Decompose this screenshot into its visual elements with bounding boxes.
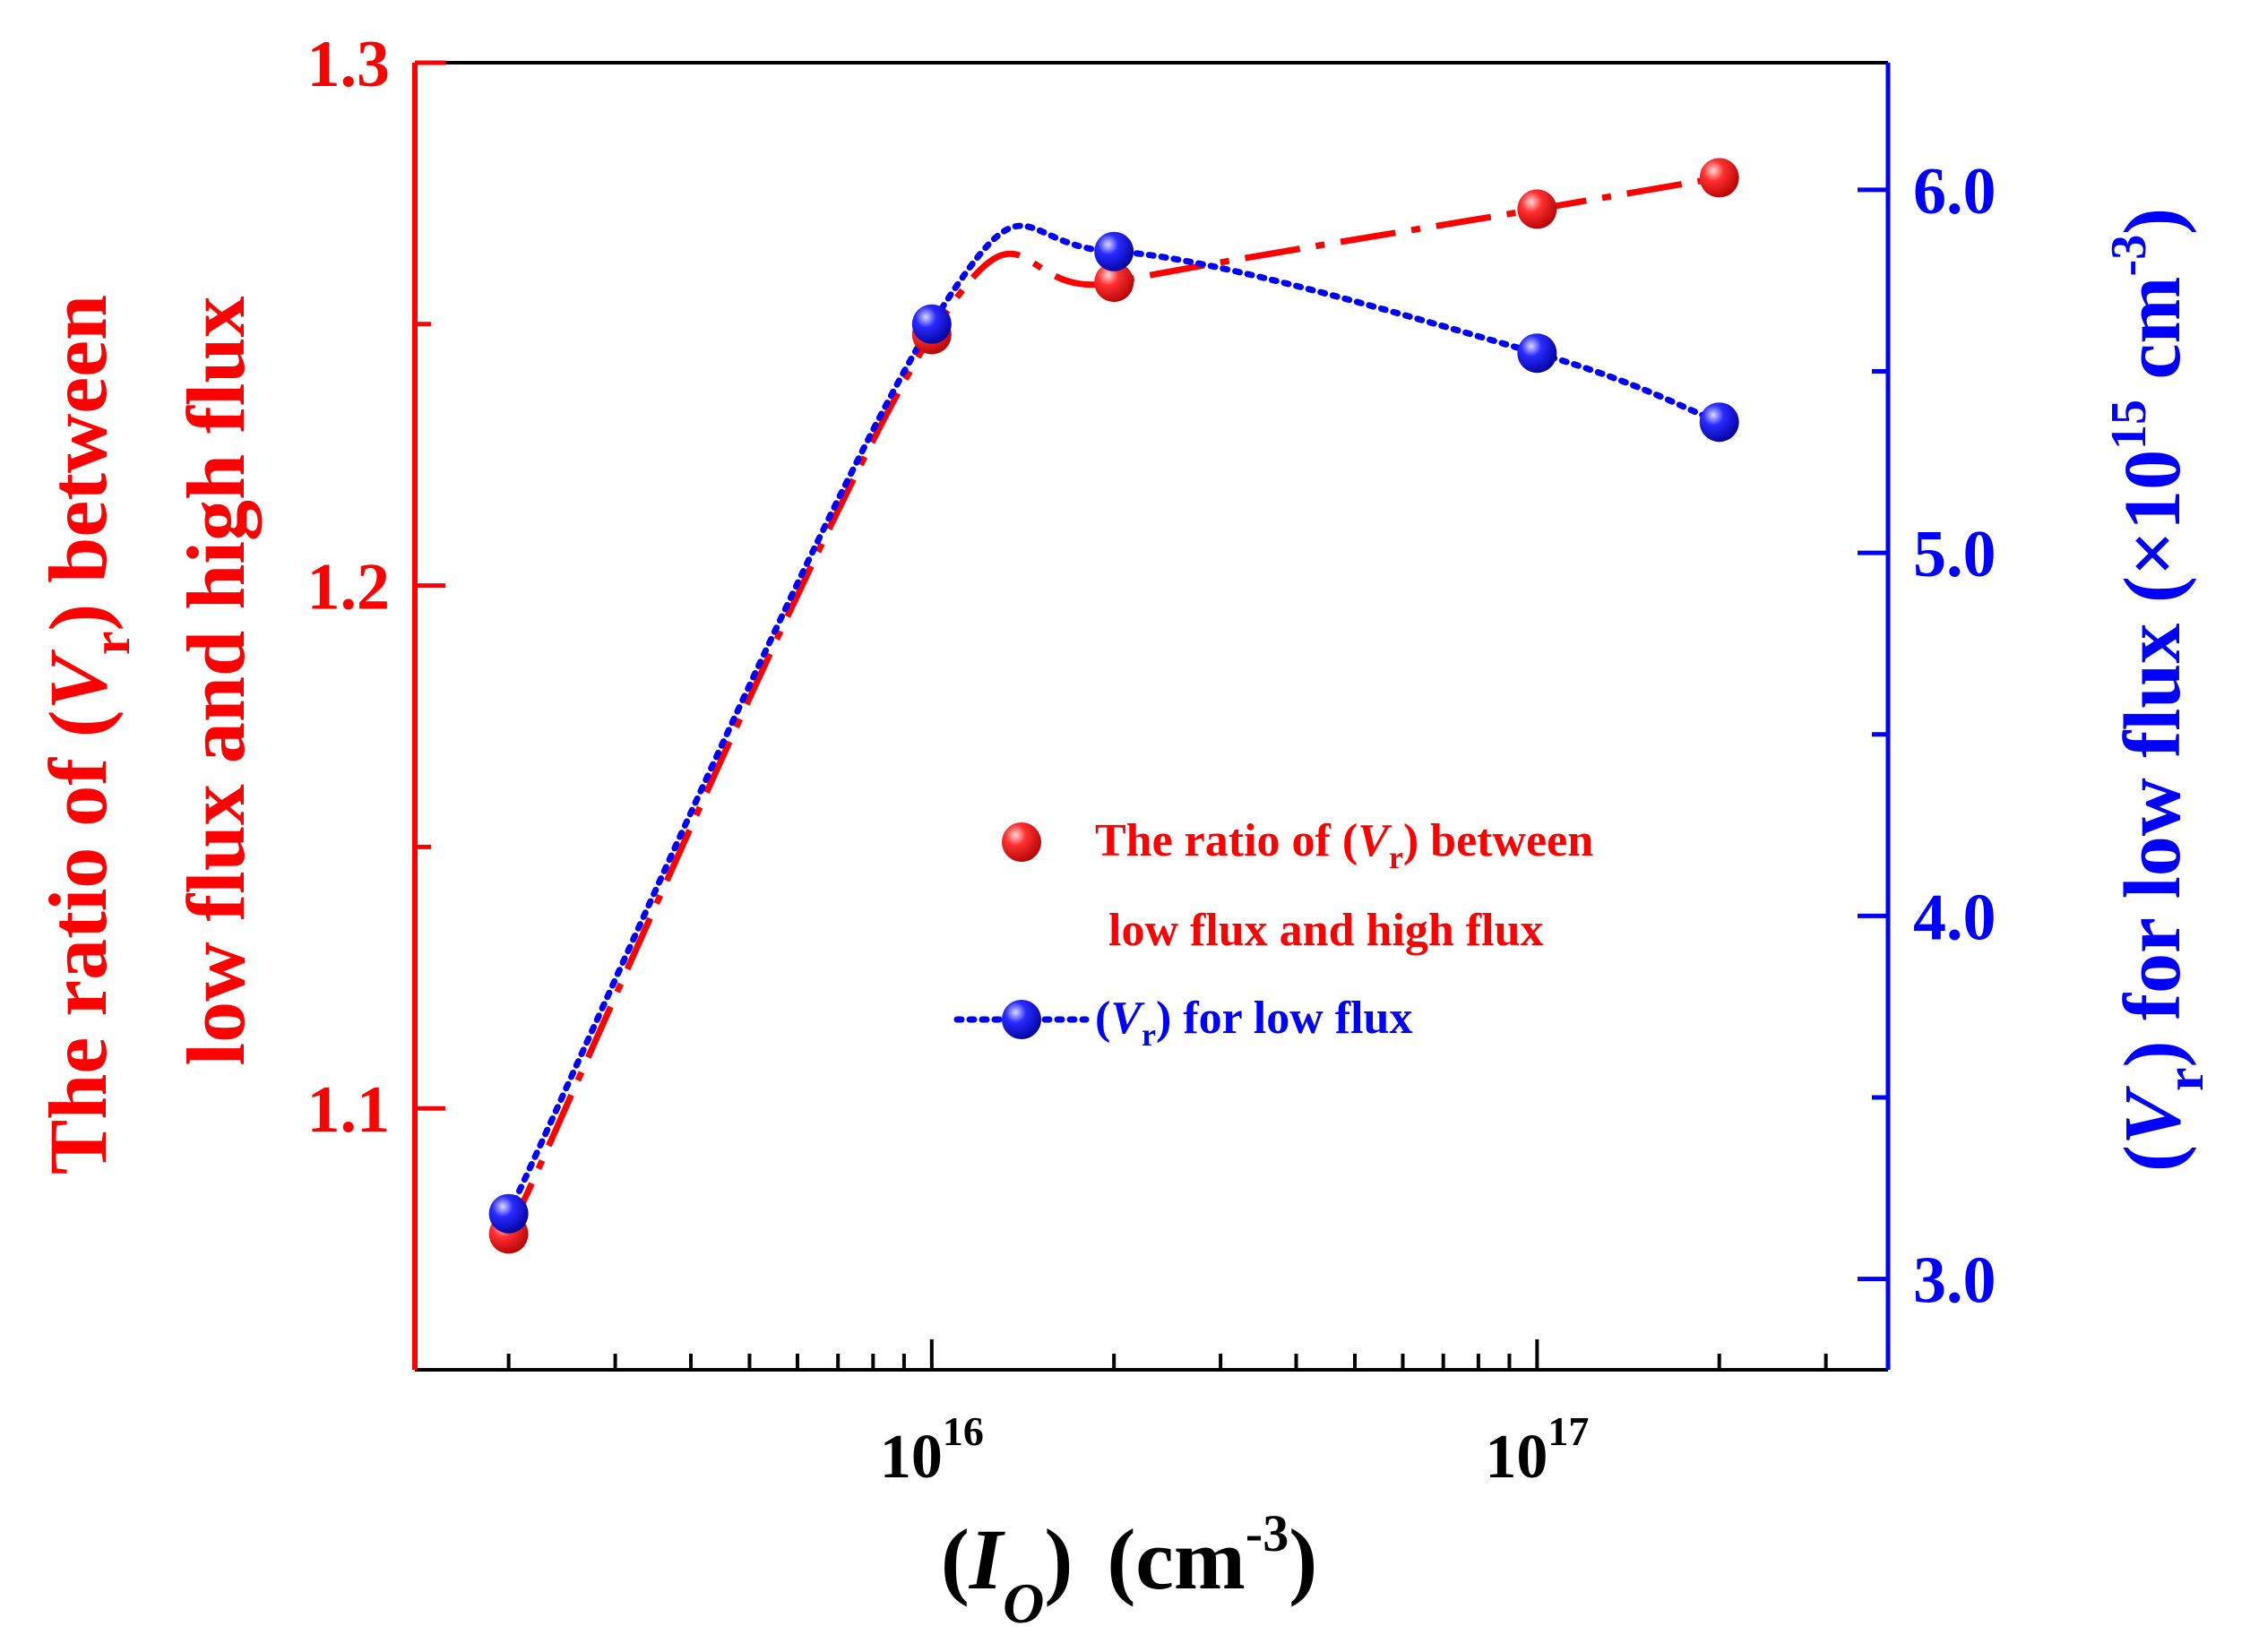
legend-ratio-label-line2: low flux and high flux (1108, 905, 1544, 956)
ratio-series-markers (488, 158, 1739, 1254)
low-flux-data-point (1699, 402, 1739, 443)
left-axis-ticks: 1.1 1.2 1.3 (307, 28, 445, 1147)
legend-ratio-label-line1: The ratio of (Vr) between (1095, 815, 1593, 875)
x-tick-label: 1017 (1485, 1408, 1589, 1492)
ratio-data-point (1699, 158, 1739, 198)
ratio-data-point (1517, 189, 1557, 229)
legend-low-flux-label: (Vr) for low flux (1095, 993, 1412, 1053)
low-flux-series-line (505, 222, 1723, 1217)
right-axis-ticks: 3.0 4.0 5.0 6.0 (1858, 155, 1996, 1318)
left-axis-title-line1: The ratio of (Vr) between (32, 295, 141, 1174)
right-axis-title: (Vr) for low flux (×1015 cm-3) (2101, 208, 2214, 1172)
left-axis-title-line2: low flux and high flux (170, 297, 262, 1066)
x-axis-title: (IO) (cm-3) (941, 1504, 1317, 1635)
left-tick-label: 1.2 (307, 551, 391, 624)
ratio-data-point (1094, 262, 1134, 303)
right-tick-label: 3.0 (1913, 1244, 1996, 1318)
low-flux-series-markers (488, 231, 1739, 1234)
legend: The ratio of (Vr) between low flux and h… (953, 815, 1593, 1053)
legend-low-flux-marker (1002, 1000, 1041, 1039)
low-flux-data-point (1517, 333, 1557, 374)
x-tick-label: 1016 (880, 1408, 984, 1492)
right-tick-label: 4.0 (1913, 881, 1996, 954)
low-flux-data-point (488, 1193, 529, 1234)
right-tick-label: 6.0 (1913, 155, 1996, 228)
low-flux-data-point (911, 304, 952, 344)
x-axis-ticks: 1016 1017 (506, 1339, 1828, 1492)
legend-ratio-marker (1002, 822, 1041, 862)
left-tick-label: 1.1 (307, 1073, 391, 1147)
left-tick-label: 1.3 (307, 28, 391, 101)
low-flux-data-point (1094, 231, 1134, 271)
right-tick-label: 5.0 (1913, 518, 1996, 591)
